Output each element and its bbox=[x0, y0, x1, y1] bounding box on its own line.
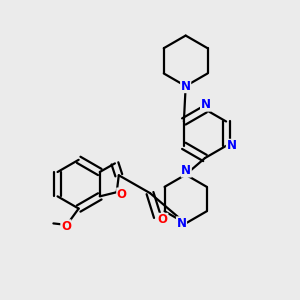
Text: O: O bbox=[61, 220, 71, 233]
Text: O: O bbox=[158, 213, 168, 226]
Text: N: N bbox=[181, 164, 191, 177]
Text: N: N bbox=[201, 98, 211, 111]
Text: N: N bbox=[181, 80, 191, 93]
Text: O: O bbox=[117, 188, 127, 201]
Text: N: N bbox=[226, 139, 236, 152]
Text: N: N bbox=[176, 217, 187, 230]
